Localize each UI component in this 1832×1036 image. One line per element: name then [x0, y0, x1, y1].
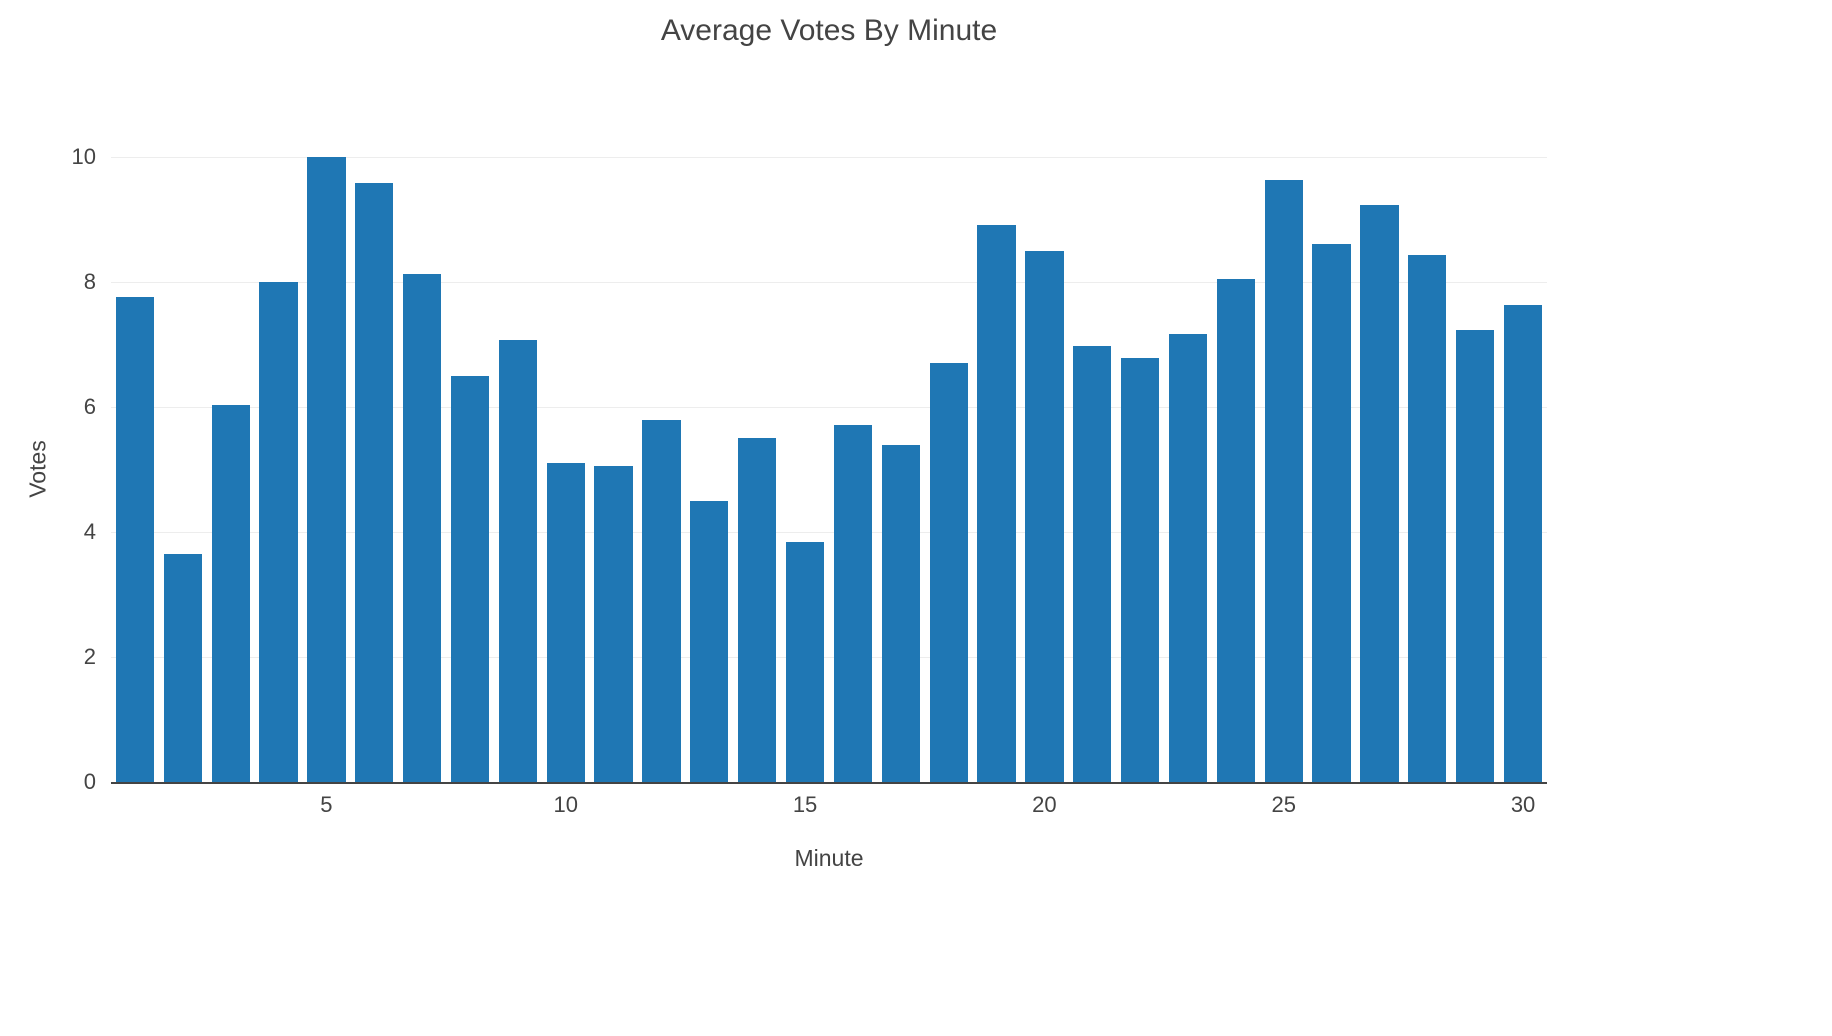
- bar-minute-12: [642, 420, 681, 782]
- plot-area: [111, 156, 1547, 784]
- x-tick-labels: 5 10 15 20 25 30: [111, 794, 1547, 824]
- bar-minute-1: [115, 297, 155, 782]
- chart-title: Average Votes By Minute: [660, 14, 998, 47]
- x-tick-label-20: 20: [1032, 792, 1057, 817]
- bar-minute-5: [307, 157, 346, 782]
- bar-minute-13: [690, 500, 729, 782]
- x-axis-title: Minute: [794, 845, 864, 871]
- bar-minute-8: [450, 376, 490, 782]
- x-tick-label-25: 25: [1271, 792, 1296, 817]
- bar-minute-3: [211, 404, 250, 782]
- y-tick-label-8: 8: [83, 269, 96, 294]
- gridline-y-2: [111, 656, 1547, 658]
- bar-minute-30: [1503, 304, 1543, 782]
- y-tick-label-6: 6: [83, 394, 96, 419]
- y-tick-label-0: 0: [83, 769, 96, 794]
- bar-minute-28: [1408, 255, 1447, 782]
- bar-minute-27: [1360, 205, 1399, 782]
- bar-minute-23: [1168, 333, 1208, 782]
- x-tick-label-15: 15: [792, 792, 818, 817]
- gridline-y-10: [111, 156, 1547, 158]
- bar-minute-20: [1025, 250, 1064, 782]
- bar-minute-21: [1073, 346, 1112, 782]
- y-tick-labels: 0 2 4 6 8 10: [0, 146, 96, 793]
- x-tick-label-30: 30: [1510, 792, 1536, 817]
- bar-minute-4: [259, 282, 298, 782]
- bar-minute-22: [1120, 358, 1160, 782]
- bar-minute-10: [546, 462, 585, 782]
- bar-minute-16: [833, 425, 873, 782]
- bar-minute-15: [785, 542, 825, 782]
- bar-minute-19: [977, 224, 1016, 782]
- bar-minute-14: [738, 438, 777, 782]
- gridline-y-8: [111, 281, 1547, 283]
- bar-minute-18: [929, 363, 968, 782]
- bar-minute-29: [1456, 330, 1495, 782]
- y-tick-label-4: 4: [83, 519, 96, 544]
- bar-minute-26: [1312, 243, 1351, 782]
- bar-minute-25: [1264, 179, 1303, 782]
- bar-minute-24: [1216, 278, 1255, 782]
- y-tick-label-10: 10: [71, 144, 96, 169]
- bar-minute-11: [594, 465, 633, 782]
- x-tick-label-5: 5: [320, 792, 333, 817]
- bar-minute-2: [163, 553, 202, 782]
- bar-minute-7: [402, 273, 442, 782]
- gridline-y-6: [111, 406, 1547, 408]
- bar-minute-6: [355, 182, 394, 782]
- gridline-y-4: [111, 531, 1547, 533]
- bar-minute-9: [498, 339, 537, 782]
- x-tick-label-10: 10: [553, 792, 578, 817]
- y-tick-label-2: 2: [83, 644, 96, 669]
- bar-minute-17: [881, 445, 920, 782]
